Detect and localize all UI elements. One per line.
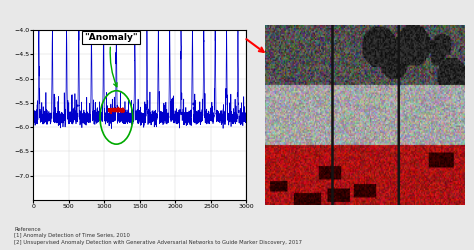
- Text: "Anomaly": "Anomaly": [84, 33, 138, 87]
- Text: Reference
[1] Anomaly Detection of Time Series, 2010
[2] Unsupervised Anomaly De: Reference [1] Anomaly Detection of Time …: [14, 227, 302, 245]
